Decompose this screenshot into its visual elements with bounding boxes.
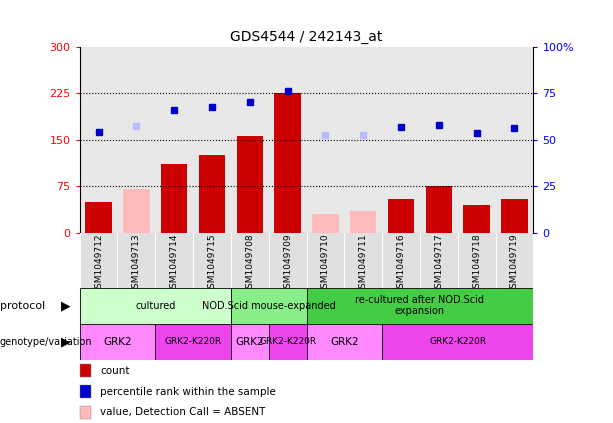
Text: GRK2-K220R: GRK2-K220R — [429, 337, 486, 346]
Text: count: count — [100, 366, 129, 376]
Text: GSM1049718: GSM1049718 — [472, 234, 481, 294]
Bar — [155, 233, 193, 288]
Bar — [231, 324, 268, 360]
Bar — [123, 189, 150, 233]
Bar — [231, 288, 306, 324]
Text: cultured: cultured — [135, 301, 175, 310]
Text: GRK2: GRK2 — [330, 337, 359, 346]
Text: value, Detection Call = ABSENT: value, Detection Call = ABSENT — [100, 407, 265, 417]
Text: ▶: ▶ — [61, 299, 71, 312]
Bar — [268, 324, 306, 360]
Bar — [495, 233, 533, 288]
Bar — [420, 233, 458, 288]
Text: GSM1049719: GSM1049719 — [510, 234, 519, 294]
Bar — [155, 324, 231, 360]
Bar — [345, 47, 382, 233]
Text: percentile rank within the sample: percentile rank within the sample — [100, 387, 276, 396]
Bar — [350, 211, 376, 233]
Bar — [80, 364, 91, 377]
Bar — [501, 198, 528, 233]
Text: GSM1049710: GSM1049710 — [321, 234, 330, 294]
Bar — [345, 233, 382, 288]
Title: GDS4544 / 242143_at: GDS4544 / 242143_at — [230, 30, 383, 44]
Text: GSM1049713: GSM1049713 — [132, 234, 141, 294]
Bar — [312, 214, 338, 233]
Bar — [275, 93, 301, 233]
Bar — [80, 233, 118, 288]
Text: GSM1049709: GSM1049709 — [283, 234, 292, 294]
Bar — [306, 288, 533, 324]
Bar — [382, 47, 420, 233]
Bar — [458, 47, 495, 233]
Bar — [80, 385, 91, 398]
Bar — [268, 47, 306, 233]
Bar — [80, 324, 155, 360]
Text: protocol: protocol — [0, 301, 45, 310]
Bar — [80, 406, 91, 419]
Text: GSM1049716: GSM1049716 — [397, 234, 406, 294]
Text: GSM1049714: GSM1049714 — [170, 234, 179, 294]
Text: genotype/variation: genotype/variation — [0, 337, 93, 346]
Bar — [306, 47, 345, 233]
Text: GRK2: GRK2 — [235, 337, 264, 346]
Bar — [306, 233, 345, 288]
Text: GSM1049715: GSM1049715 — [207, 234, 216, 294]
Bar — [118, 47, 155, 233]
Bar — [80, 288, 231, 324]
Bar — [458, 233, 495, 288]
Bar — [155, 47, 193, 233]
Text: GRK2: GRK2 — [103, 337, 132, 346]
Text: re-cultured after NOD.Scid
expansion: re-cultured after NOD.Scid expansion — [356, 295, 484, 316]
Bar — [463, 205, 490, 233]
Text: GRK2-K220R: GRK2-K220R — [259, 337, 316, 346]
Bar — [495, 47, 533, 233]
Text: GSM1049711: GSM1049711 — [359, 234, 368, 294]
Bar — [268, 233, 306, 288]
Bar — [231, 233, 268, 288]
Bar — [118, 233, 155, 288]
Bar — [382, 324, 533, 360]
Bar — [80, 47, 118, 233]
Bar — [388, 198, 414, 233]
Bar — [382, 233, 420, 288]
Bar — [193, 233, 231, 288]
Bar — [306, 324, 382, 360]
Bar — [199, 155, 225, 233]
Bar — [425, 186, 452, 233]
Text: NOD.Scid mouse-expanded: NOD.Scid mouse-expanded — [202, 301, 335, 310]
Bar — [193, 47, 231, 233]
Text: ▶: ▶ — [61, 335, 71, 348]
Bar — [231, 47, 268, 233]
Text: GSM1049708: GSM1049708 — [245, 234, 254, 294]
Text: GSM1049712: GSM1049712 — [94, 234, 103, 294]
Bar — [420, 47, 458, 233]
Text: GRK2-K220R: GRK2-K220R — [164, 337, 222, 346]
Bar — [161, 165, 188, 233]
Text: GSM1049717: GSM1049717 — [434, 234, 443, 294]
Bar — [85, 202, 112, 233]
Bar — [237, 137, 263, 233]
